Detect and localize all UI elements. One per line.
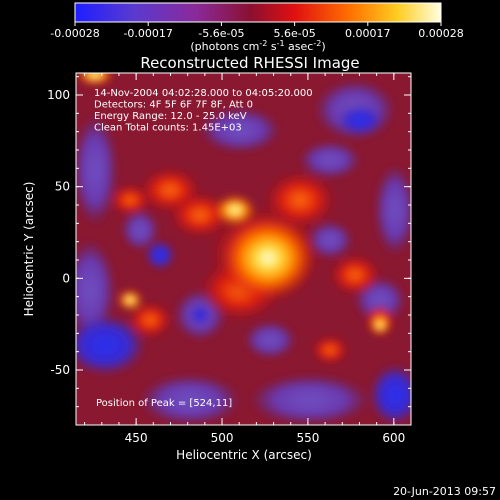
y-axis-ticks: 100 50 0 -50: [47, 76, 411, 408]
footer-date: 20-Jun-2013 09:57: [393, 485, 496, 498]
colorbar-tick-label: -0.00028: [50, 27, 99, 40]
colorbar-ticks: [74, 22, 442, 26]
x-tick-label: 500: [211, 431, 234, 445]
colorbar-units-label: (photons cm-2 s-1 asec-2): [190, 39, 325, 53]
info-line: 14-Nov-2004 04:02:28.000 to 04:05:20.000: [94, 88, 313, 99]
info-line: Energy Range: 12.0 - 25.0 keV: [94, 111, 247, 122]
image-title: Reconstructed RHESSI Image: [140, 54, 359, 72]
y-tick-label: -50: [50, 363, 70, 377]
info-line: Detectors: 4F 5F 6F 7F 8F, Att 0: [94, 100, 253, 111]
x-tick-label: 600: [382, 431, 405, 445]
y-tick-label: 0: [62, 271, 70, 285]
rhessi-image: 14-Nov-2004 04:02:28.000 to 04:05:20.000…: [76, 73, 411, 425]
x-axis-label: Heliocentric X (arcsec): [176, 448, 312, 462]
x-axis-ticks: 450 500 550 600: [84, 73, 412, 445]
observation-info: 14-Nov-2004 04:02:28.000 to 04:05:20.000…: [94, 88, 313, 134]
y-axis-label: Heliocentric Y (arcsec): [22, 182, 36, 317]
colorbar-tick-label: -5.6e-05: [198, 27, 244, 40]
plot-frame: [75, 72, 412, 426]
y-tick-label: 100: [47, 88, 70, 102]
colorbar-tick-label: -0.00017: [123, 27, 172, 40]
x-tick-label: 550: [296, 431, 319, 445]
colorbar-tick-label: 0.00017: [345, 27, 391, 40]
colorbar: -0.00028 -0.00017 -5.6e-05 5.6e-05 0.00017 0.…: [50, 2, 464, 53]
peak-position-label: Position of Peak = [524,11]: [96, 398, 232, 409]
x-tick-label: 450: [125, 431, 148, 445]
info-line: Clean Total counts: 1.45E+03: [94, 123, 242, 134]
y-tick-label: 50: [55, 180, 70, 194]
colorbar-tick-label: 5.6e-05: [273, 27, 315, 40]
colorbar-gradient: [74, 2, 442, 23]
colorbar-tick-label: 0.00028: [418, 27, 464, 40]
colorbar-tick-labels: -0.00028 -0.00017 -5.6e-05 5.6e-05 0.00017 0.…: [50, 27, 463, 40]
